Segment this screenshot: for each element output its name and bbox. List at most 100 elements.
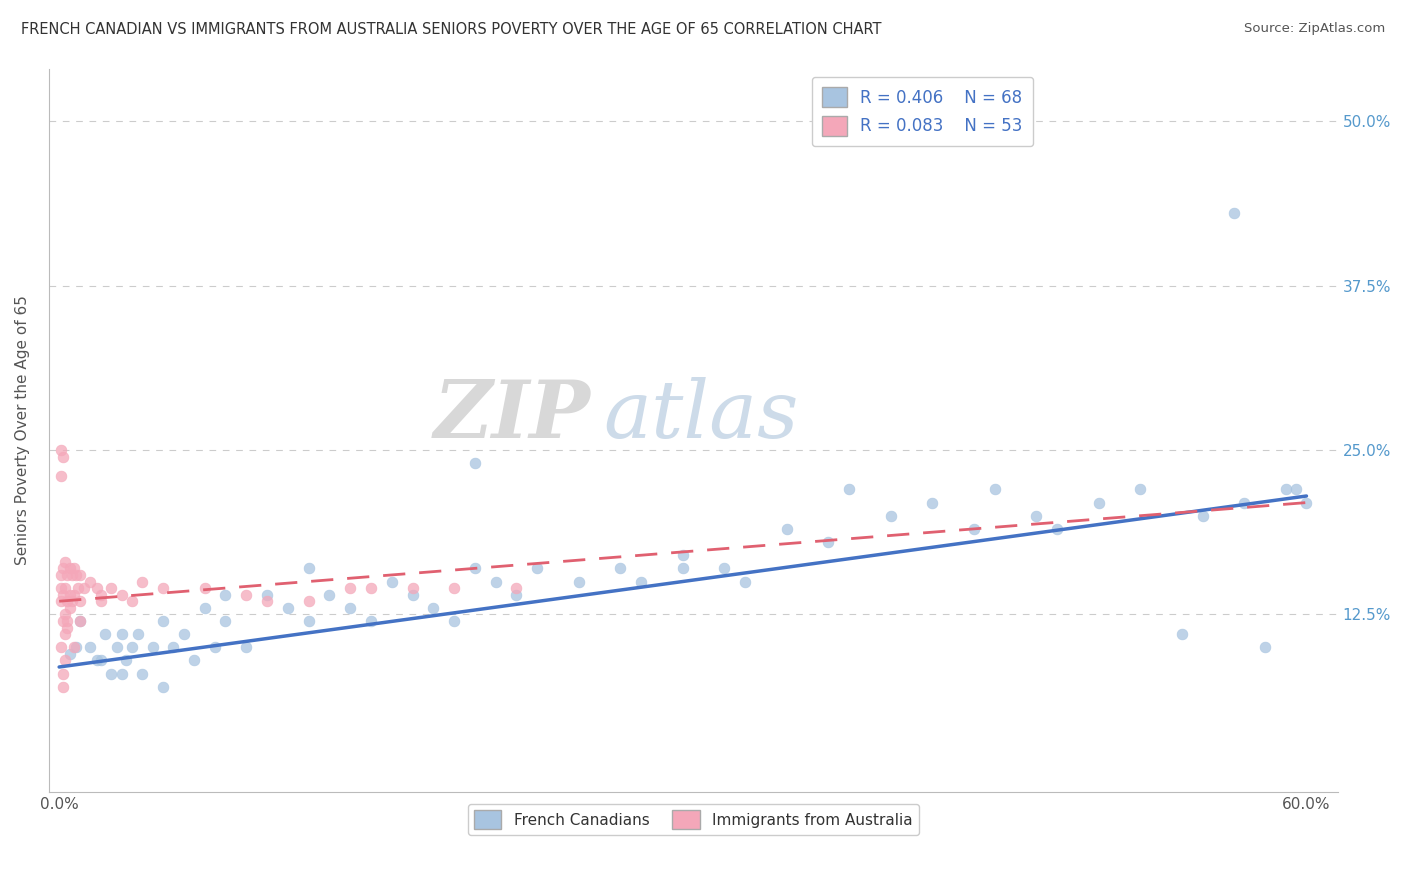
Point — [110, 666, 132, 681]
Point — [69, 594, 91, 608]
Point — [52, 588, 75, 602]
Point — [401, 588, 423, 602]
Point — [152, 614, 174, 628]
Text: atlas: atlas — [603, 377, 799, 455]
Point — [69, 614, 91, 628]
Point — [297, 561, 319, 575]
Point — [817, 535, 839, 549]
Point — [69, 614, 91, 628]
Point — [60, 594, 83, 608]
Point — [58, 600, 80, 615]
Point — [464, 561, 486, 575]
Point — [360, 581, 382, 595]
Point — [52, 666, 75, 681]
Point — [51, 568, 73, 582]
Point — [127, 627, 149, 641]
Point — [121, 594, 143, 608]
Text: FRENCH CANADIAN VS IMMIGRANTS FROM AUSTRALIA SENIORS POVERTY OVER THE AGE OF 65 : FRENCH CANADIAN VS IMMIGRANTS FROM AUSTR… — [21, 22, 882, 37]
Point — [214, 614, 236, 628]
Point — [183, 653, 205, 667]
Point — [69, 568, 91, 582]
Point — [838, 483, 860, 497]
Point — [776, 522, 799, 536]
Point — [173, 627, 195, 641]
Point — [86, 581, 108, 595]
Legend: French Canadians, Immigrants from Australia: French Canadians, Immigrants from Austra… — [468, 804, 918, 835]
Point — [62, 640, 84, 655]
Point — [94, 627, 117, 641]
Point — [51, 469, 73, 483]
Point — [62, 588, 84, 602]
Point — [672, 561, 695, 575]
Point — [505, 588, 527, 602]
Point — [131, 666, 153, 681]
Point — [235, 588, 257, 602]
Point — [734, 574, 756, 589]
Point — [65, 568, 87, 582]
Point — [983, 483, 1005, 497]
Point — [66, 581, 89, 595]
Point — [256, 594, 278, 608]
Point — [51, 581, 73, 595]
Point — [152, 581, 174, 595]
Point — [1233, 495, 1256, 509]
Point — [879, 508, 901, 523]
Point — [505, 581, 527, 595]
Point — [73, 581, 96, 595]
Point — [921, 495, 943, 509]
Point — [52, 680, 75, 694]
Point — [90, 588, 112, 602]
Point — [56, 621, 79, 635]
Point — [79, 574, 101, 589]
Point — [1046, 522, 1069, 536]
Text: ZIP: ZIP — [433, 377, 591, 455]
Point — [58, 561, 80, 575]
Point — [55, 555, 77, 569]
Point — [568, 574, 591, 589]
Point — [121, 640, 143, 655]
Point — [162, 640, 184, 655]
Point — [56, 568, 79, 582]
Point — [1295, 495, 1317, 509]
Point — [114, 653, 136, 667]
Point — [339, 581, 361, 595]
Point — [381, 574, 404, 589]
Point — [1285, 483, 1308, 497]
Point — [51, 442, 73, 457]
Point — [90, 653, 112, 667]
Point — [52, 561, 75, 575]
Point — [256, 588, 278, 602]
Point — [204, 640, 226, 655]
Point — [55, 581, 77, 595]
Point — [526, 561, 548, 575]
Point — [235, 640, 257, 655]
Point — [297, 614, 319, 628]
Point — [142, 640, 165, 655]
Point — [339, 600, 361, 615]
Point — [58, 647, 80, 661]
Point — [194, 581, 217, 595]
Point — [443, 581, 465, 595]
Point — [672, 548, 695, 562]
Point — [60, 568, 83, 582]
Point — [110, 627, 132, 641]
Point — [1222, 206, 1244, 220]
Point — [318, 588, 340, 602]
Point — [51, 640, 73, 655]
Point — [1087, 495, 1109, 509]
Point — [52, 450, 75, 464]
Point — [55, 653, 77, 667]
Y-axis label: Seniors Poverty Over the Age of 65: Seniors Poverty Over the Age of 65 — [15, 295, 30, 566]
Point — [422, 600, 444, 615]
Point — [105, 640, 128, 655]
Point — [1170, 627, 1192, 641]
Point — [1254, 640, 1277, 655]
Point — [90, 594, 112, 608]
Point — [56, 594, 79, 608]
Point — [1191, 508, 1213, 523]
Point — [277, 600, 299, 615]
Point — [100, 581, 122, 595]
Point — [485, 574, 508, 589]
Point — [1274, 483, 1296, 497]
Point — [464, 456, 486, 470]
